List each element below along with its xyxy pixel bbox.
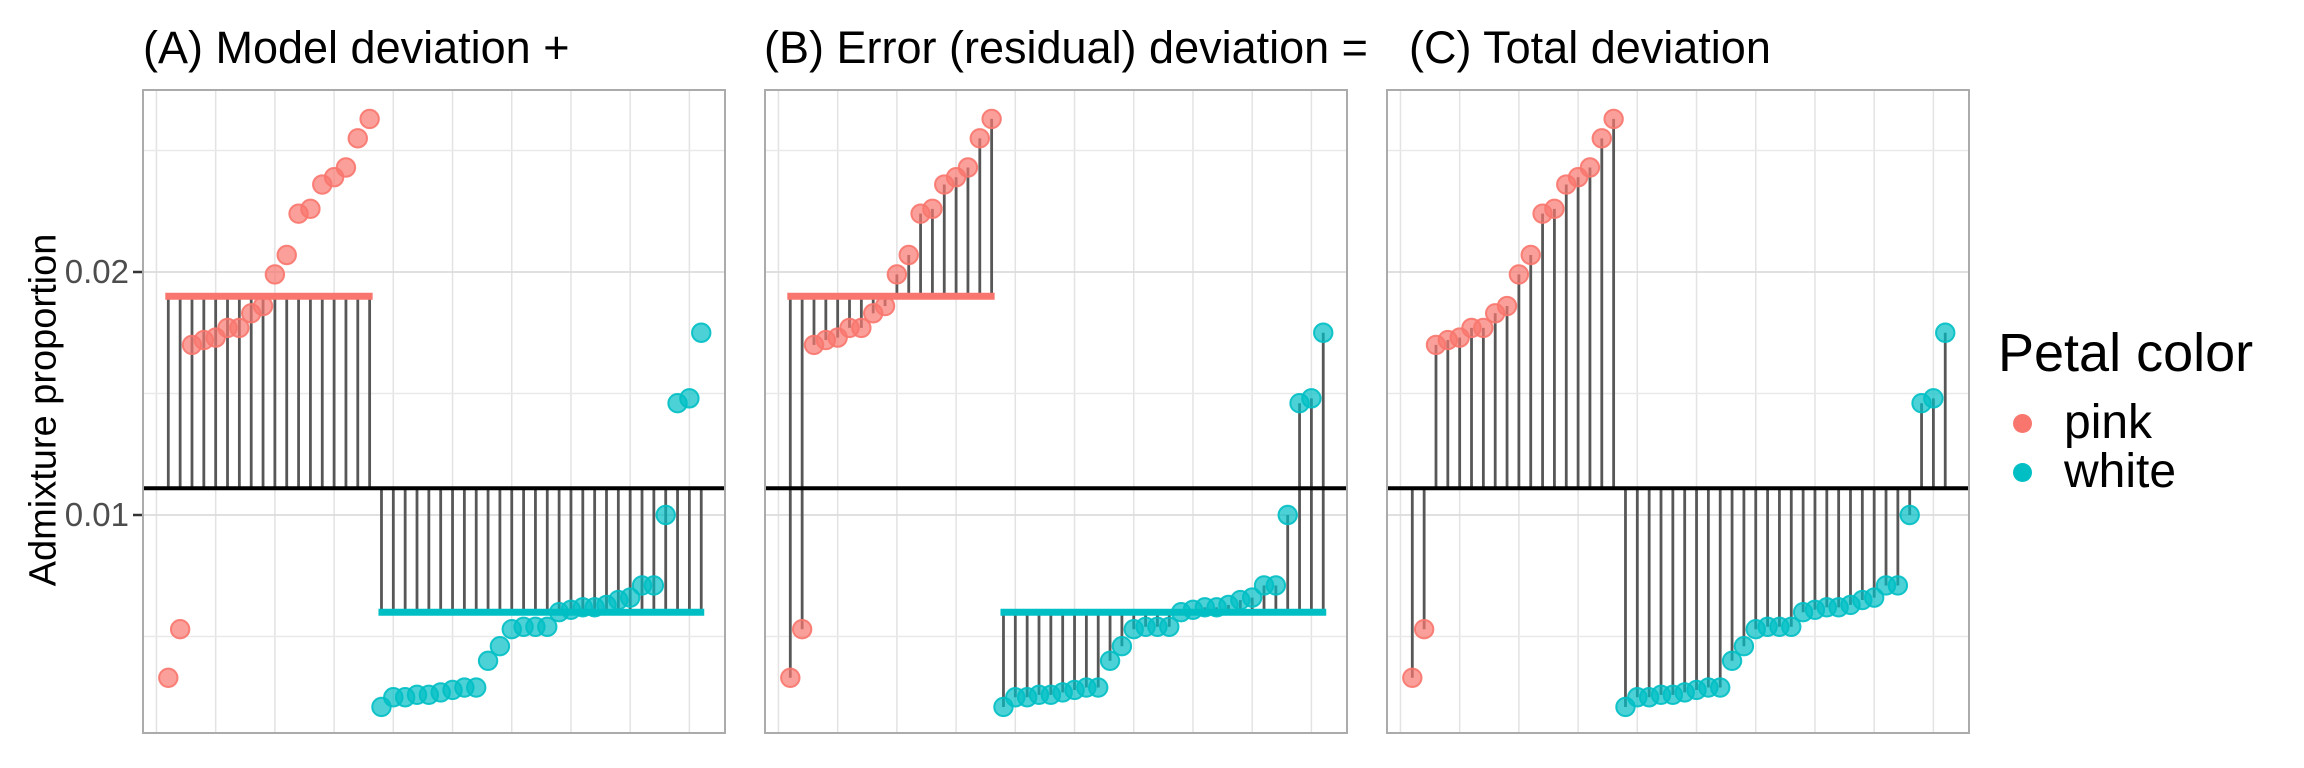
legend-title: Petal color xyxy=(1998,323,2254,383)
panel-title-error-deviation: (B) Error (residual) deviation = xyxy=(764,22,1368,73)
panel-title-total-deviation: (C) Total deviation xyxy=(1409,22,1771,73)
legend-marker-white-icon xyxy=(2013,462,2032,482)
legend-item-white: white xyxy=(2013,448,2176,496)
legend-label-white: white xyxy=(2064,445,2177,498)
legend-marker-pink-icon xyxy=(2013,413,2032,433)
legend-label-pink: pink xyxy=(2064,396,2153,449)
panel-title-model-deviation: (A) Model deviation + xyxy=(143,22,570,73)
y-tick-label-0.02: 0.02 xyxy=(64,253,129,290)
y-tick-label-0.01: 0.01 xyxy=(64,496,129,533)
legend-item-pink: pink xyxy=(2013,399,2152,447)
